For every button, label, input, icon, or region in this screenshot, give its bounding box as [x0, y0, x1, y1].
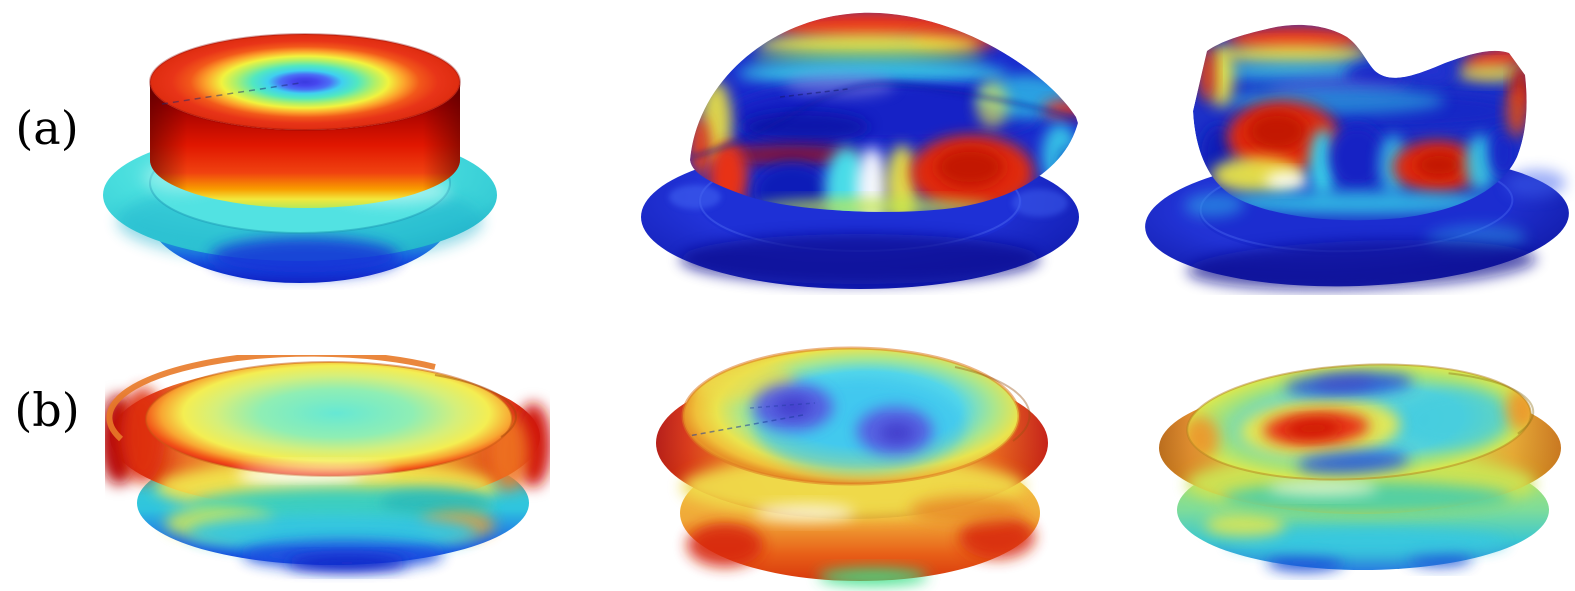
b2-top-face	[681, 346, 1031, 486]
a1-mesh-seam-line	[161, 82, 301, 105]
row-label-b: (b)	[14, 383, 80, 437]
b3-inner-crease-arc	[1448, 372, 1535, 435]
b3-top-face	[1184, 363, 1535, 481]
row-label-a: (a)	[15, 101, 79, 155]
mode-shape-a1-drum-mode	[103, 33, 497, 283]
b1-top-face	[106, 355, 517, 478]
mode-shape-a3-wavy-lobe-mode	[1145, 24, 1569, 290]
mode-shape-b3-center-spot-mode	[1159, 363, 1561, 572]
a1-cylinder-side	[150, 82, 460, 208]
a3-deformed-disk	[1193, 24, 1527, 221]
a1-top-face	[149, 33, 461, 131]
mode-shape-b2-two-spot-mode	[656, 346, 1048, 586]
mode-shape-b1-edge-mode	[105, 355, 550, 571]
b2-mesh-seam-line	[683, 414, 804, 438]
a2-fold-ridge-line	[691, 81, 1077, 159]
b2-inner-crease-arc	[954, 366, 1031, 442]
b1-inner-crease-arc	[434, 374, 517, 438]
a2-mesh-seam-line	[779, 88, 849, 98]
b1-back-rim-arc	[106, 355, 436, 442]
mode-shape-a2-tilted-dome-mode	[641, 12, 1079, 289]
b1-waist-and-bottom	[105, 387, 550, 571]
